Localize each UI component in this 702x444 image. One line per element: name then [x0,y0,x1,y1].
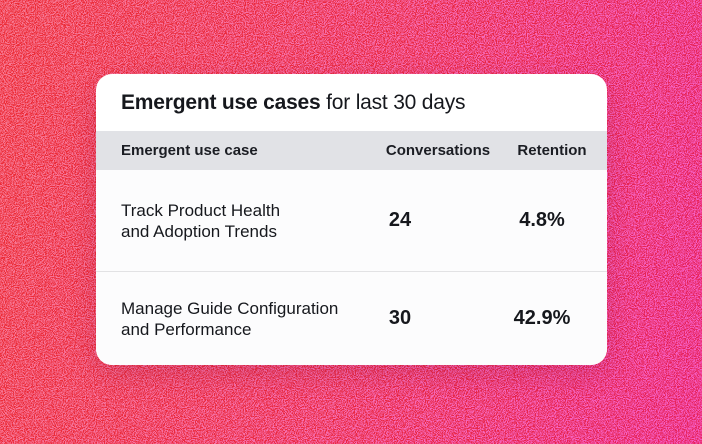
retention-value: 4.8% [519,209,565,231]
use-cases-card: Emergent use cases for last 30 days Emer… [96,74,607,365]
use-case-cell: Track Product Health and Adoption Trends [96,200,379,242]
table-row[interactable]: Track Product Health and Adoption Trends… [96,170,607,271]
column-header-conversations: Conversations [385,142,491,159]
table-body: Track Product Health and Adoption Trends… [96,170,607,365]
conversations-value: 30 [388,307,412,329]
column-header-retention: Retention [517,142,587,159]
table-header-row: Emergent use case Conversations Retentio… [96,131,607,170]
card-title: Emergent use cases for last 30 days [96,74,607,131]
conversations-value: 24 [388,209,412,231]
card-title-period: for last 30 days [320,90,466,114]
retention-value: 42.9% [513,307,571,329]
card-title-emphasis: Emergent use cases [121,90,321,114]
table-row[interactable]: Manage Guide Configuration and Performan… [96,272,607,365]
column-header-use-case: Emergent use case [121,142,258,159]
use-case-cell: Manage Guide Configuration and Performan… [96,298,379,340]
